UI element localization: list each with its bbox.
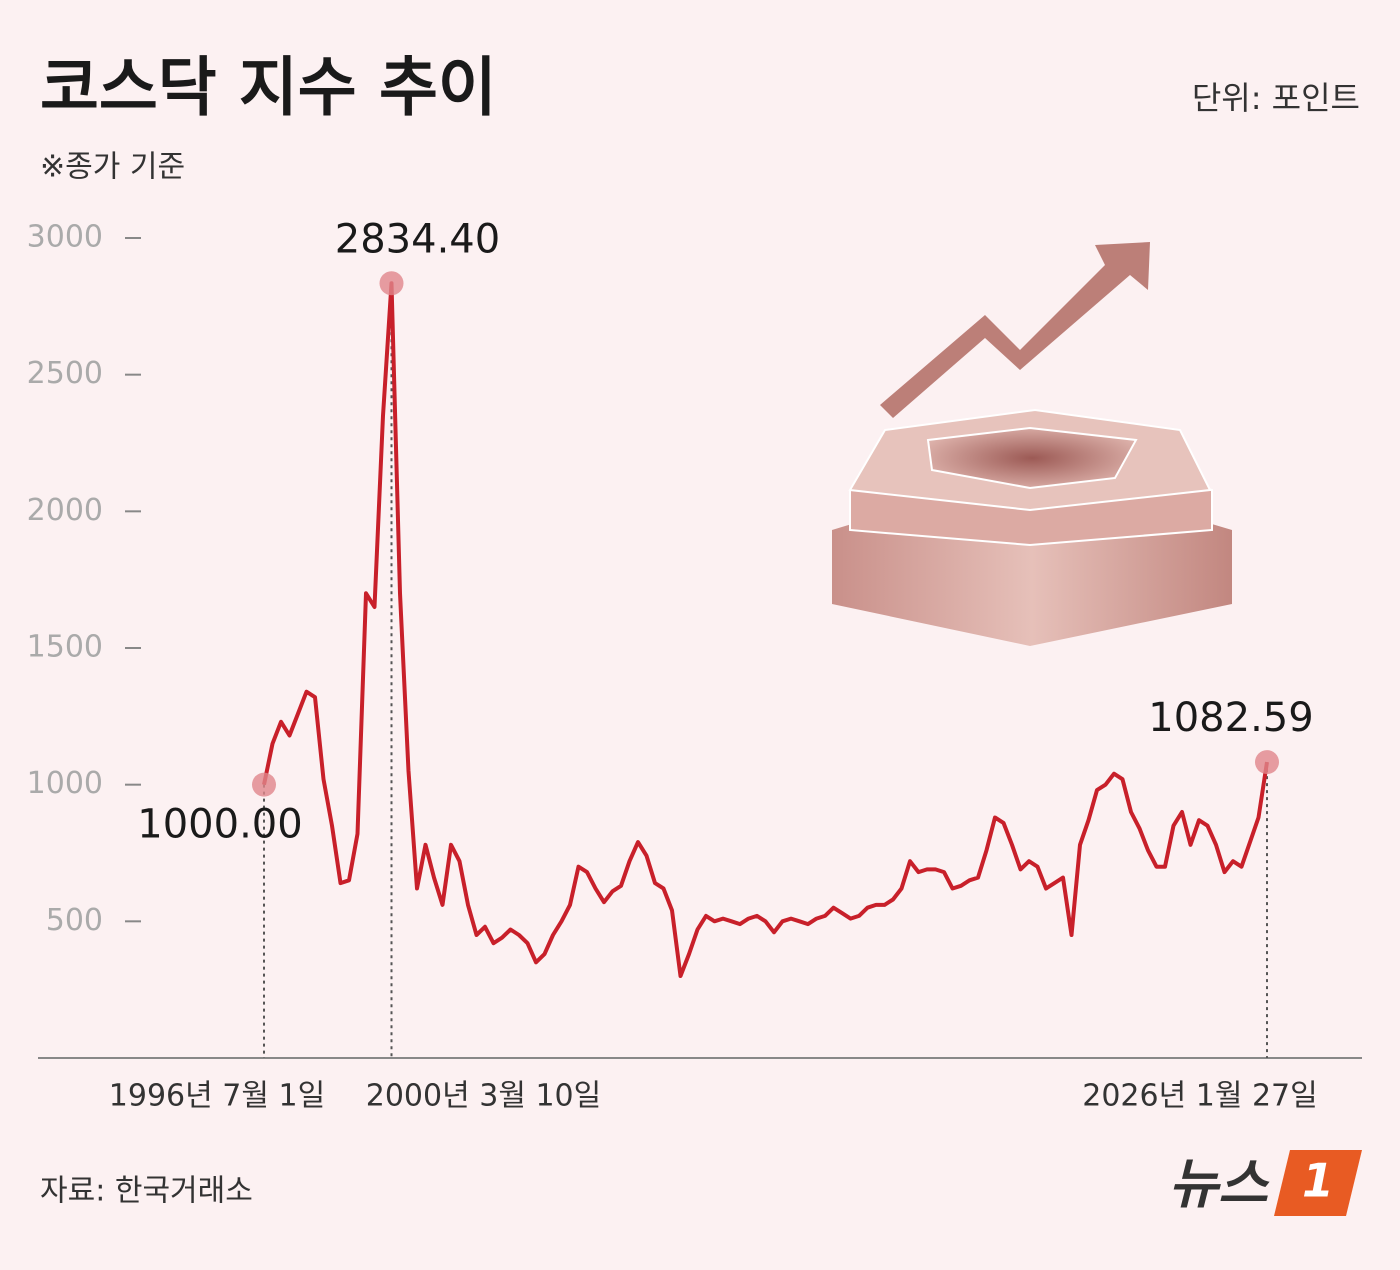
logo: 뉴스 1 xyxy=(1169,1150,1362,1216)
series-line xyxy=(262,281,1269,978)
x-tick-label: 2026년 1월 27일 xyxy=(1082,1079,1317,1114)
y-tick-label: 500 xyxy=(46,903,103,938)
value-label: 1082.59 xyxy=(1148,695,1313,741)
x-tick-label: 2000년 3월 10일 xyxy=(366,1079,601,1114)
value-label: 1000.00 xyxy=(137,802,302,848)
arrow-icon xyxy=(880,242,1150,418)
y-tick-label: 2500 xyxy=(27,356,103,391)
y-tick-label: 3000 xyxy=(27,220,103,255)
highlight-point xyxy=(1255,750,1279,775)
highlight-point xyxy=(379,271,404,296)
illustration xyxy=(832,242,1232,646)
value-label: 2834.40 xyxy=(335,216,500,262)
logo-text: 뉴스 xyxy=(1169,1153,1271,1216)
y-tick-label: 1000 xyxy=(27,766,103,801)
chart-subtitle: ※종가 기준 xyxy=(40,150,185,185)
x-tick-label: 1996년 7월 1일 xyxy=(109,1079,325,1114)
unit-label: 단위: 포인트 xyxy=(1192,79,1360,117)
source: 자료: 한국거래소 xyxy=(40,1174,253,1209)
logo-badge xyxy=(1274,1150,1362,1216)
highlight-point xyxy=(252,772,276,797)
chart-title: 코스닥 지수 추이 xyxy=(40,52,497,126)
y-tick-label: 1500 xyxy=(27,630,103,665)
pedestal-pit xyxy=(926,426,1138,490)
y-tick-label: 2000 xyxy=(27,493,103,528)
logo-mark: 1 xyxy=(1302,1154,1334,1208)
